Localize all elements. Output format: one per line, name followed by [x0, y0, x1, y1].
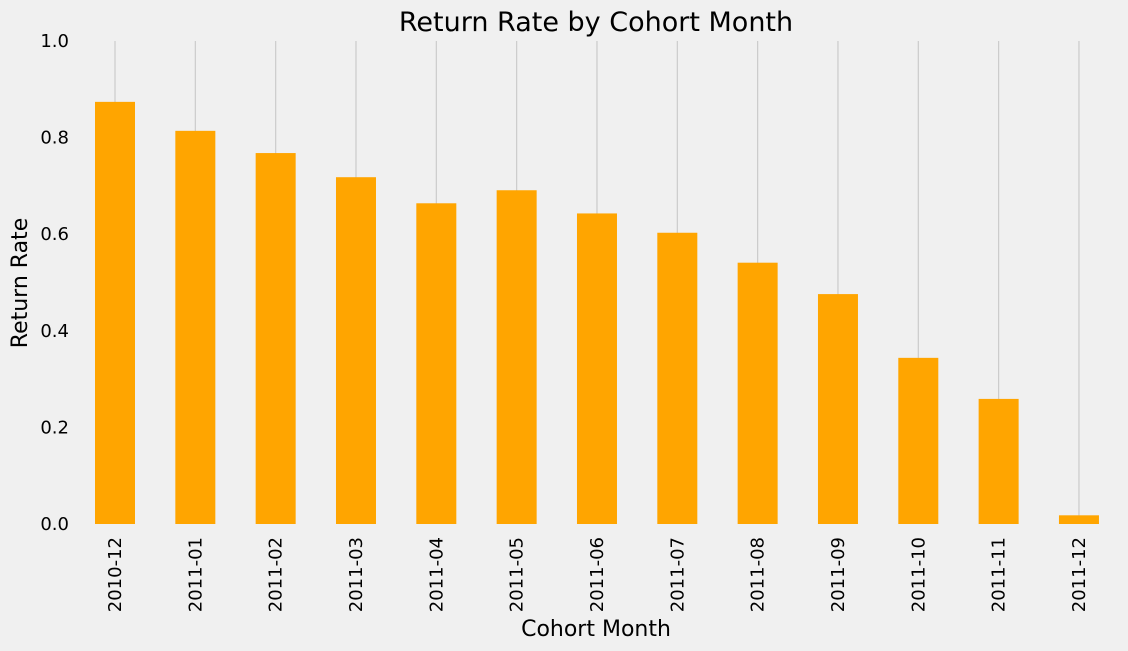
x-tick-label: 2011-12 — [1069, 537, 1090, 612]
y-tick-label: 0.8 — [40, 128, 69, 149]
x-tick-label: 2011-10 — [908, 537, 929, 612]
x-tick-label: 2010-12 — [105, 537, 126, 612]
bar-2011-05 — [496, 190, 537, 524]
x-tick-label: 2011-04 — [426, 537, 447, 612]
bar-2011-01 — [175, 130, 216, 524]
bar-2011-12 — [1058, 515, 1099, 524]
x-tick-label: 2011-08 — [748, 537, 769, 612]
bar-2011-10 — [898, 357, 939, 524]
y-tick-label: 0.4 — [40, 321, 69, 342]
x-tick-label: 2011-03 — [346, 537, 367, 612]
bar-2011-11 — [978, 398, 1019, 524]
x-tick-label: 2011-02 — [266, 537, 287, 612]
bar-2011-07 — [657, 232, 698, 524]
bar-2011-04 — [416, 203, 457, 524]
y-axis-label: Return Rate — [8, 218, 33, 348]
bar-2011-03 — [335, 177, 376, 524]
x-tick-label: 2011-05 — [507, 537, 528, 612]
y-tick-label: 1.0 — [40, 31, 69, 52]
bar-2011-02 — [255, 153, 296, 524]
x-tick-label: 2011-06 — [587, 537, 608, 612]
bars — [95, 101, 1099, 524]
x-tick-label: 2011-07 — [667, 537, 688, 612]
chart-title: Return Rate by Cohort Month — [399, 7, 793, 38]
bar-2011-09 — [817, 294, 858, 524]
bar-2011-06 — [576, 213, 617, 524]
y-axis-ticks: 0.0 0.2 0.4 0.6 0.8 1.0 — [40, 31, 69, 535]
y-tick-label: 0.2 — [40, 417, 69, 438]
bar-2010-12 — [95, 101, 135, 524]
x-tick-label: 2011-09 — [828, 537, 849, 612]
bar-2011-08 — [737, 262, 778, 524]
x-tick-label: 2011-01 — [185, 537, 206, 612]
y-tick-label: 0.0 — [40, 514, 69, 535]
y-tick-label: 0.6 — [40, 224, 69, 245]
x-axis-label: Cohort Month — [521, 617, 671, 642]
x-tick-label: 2011-11 — [989, 537, 1010, 612]
x-axis-ticks: 2010-12 2011-01 2011-02 2011-03 2011-04 2011-… — [105, 537, 1090, 612]
